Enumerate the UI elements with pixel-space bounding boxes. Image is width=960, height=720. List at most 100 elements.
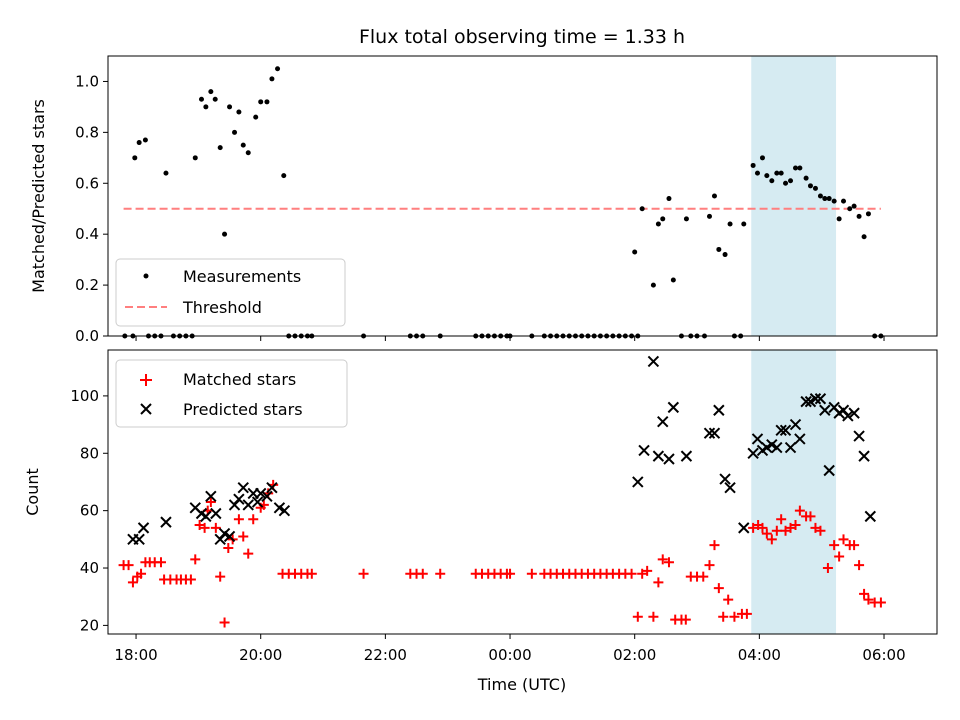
matched-star-point (626, 568, 637, 579)
predicted-star-point (703, 427, 716, 439)
legend-measurements-marker (143, 273, 149, 279)
matched-star-point (863, 594, 874, 605)
measurement-point (655, 221, 661, 227)
legend-measurements-label: Measurements (183, 267, 301, 286)
bottom-x-tick-label: 06:00 (862, 646, 905, 664)
measurement-point (836, 216, 842, 222)
measurement-point (841, 198, 847, 204)
predicted-star-point (794, 433, 806, 445)
measurement-point (759, 155, 765, 161)
matched-star-point (219, 617, 230, 628)
matched-star-point (680, 614, 691, 625)
top-legend-box (115, 258, 346, 327)
matched-star-point (771, 525, 782, 536)
predicted-star-point (789, 418, 802, 431)
predicted-star-point (809, 393, 822, 405)
measurement-point (192, 155, 198, 161)
matched-star-point (875, 597, 886, 608)
bottom-y-tick-label: 20 (80, 616, 99, 634)
matched-star-point (238, 531, 249, 542)
measurement-point (727, 221, 733, 227)
measurement-point (142, 137, 148, 143)
measurement-point (632, 249, 638, 255)
measurement-point (217, 145, 223, 151)
top-y-ticks: 0.0 0.2 0.4 0.6 0.8 1.0 (75, 72, 108, 345)
matched-star-point (185, 574, 196, 585)
predicted-star-point (747, 447, 759, 459)
measurement-point (793, 165, 799, 171)
bottom-y-tick-label: 80 (80, 444, 99, 462)
matched-stars-points (118, 479, 886, 628)
predicted-star-point (724, 481, 736, 494)
measurement-point (253, 114, 259, 120)
bottom-x-tick-label: 18:00 (114, 646, 157, 664)
matched-star-point (805, 511, 816, 522)
measurement-point (227, 104, 233, 110)
predicted-star-point (242, 499, 254, 511)
predicted-star-point (237, 481, 249, 494)
measurement-point (716, 246, 722, 252)
predicted-star-point (638, 444, 650, 457)
measurement-point (778, 170, 784, 176)
bottom-legend: Matched stars Predicted stars (115, 359, 348, 428)
measurement-point (203, 104, 209, 110)
predicted-star-point (233, 493, 245, 505)
matched-star-point (205, 497, 216, 508)
predicted-star-point (738, 522, 750, 534)
measurement-point (706, 213, 712, 219)
bottom-x-ticks: 18:00 20:00 22:00 00:00 02:00 04:00 06:00 (114, 634, 906, 664)
measurement-point (754, 170, 760, 176)
measurement-point (198, 96, 204, 102)
legend-matched-marker (140, 374, 152, 386)
measurement-point (208, 89, 214, 95)
matched-star-point (358, 568, 369, 579)
top-y-tick-label: 0.6 (75, 174, 99, 192)
predicted-star-point (719, 473, 731, 485)
matched-star-point (761, 528, 772, 539)
matched-star-point (223, 542, 234, 553)
measurement-point (817, 193, 823, 199)
top-y-tick-label: 0.4 (75, 225, 99, 243)
predicted-star-point (160, 516, 172, 528)
measurement-point (764, 173, 770, 179)
predicted-star-point (713, 404, 725, 416)
matched-star-point (526, 568, 537, 579)
measurement-point (822, 196, 828, 202)
measurement-point (240, 142, 246, 148)
matched-star-point (729, 611, 740, 622)
predicted-star-point (819, 404, 831, 416)
predicted-star-point (278, 504, 291, 517)
predicted-star-point (133, 533, 145, 546)
bottom-y-tick-label: 60 (80, 502, 99, 520)
legend-predicted-label: Predicted stars (183, 400, 303, 419)
bottom-y-tick-label: 40 (80, 559, 99, 577)
predicted-stars-points (127, 355, 877, 546)
matched-star-point (136, 568, 147, 579)
predicted-star-point (266, 481, 278, 494)
measurement-point (803, 175, 809, 181)
matched-star-point (505, 568, 516, 579)
measurement-point (683, 216, 689, 222)
bottom-legend-box (115, 359, 348, 428)
top-y-tick-label: 1.0 (75, 72, 99, 90)
bottom-x-tick-label: 02:00 (613, 646, 656, 664)
measurement-point (861, 234, 867, 240)
bottom-x-tick-label: 04:00 (738, 646, 781, 664)
measurement-point (847, 206, 853, 212)
top-legend: Measurements Threshold (115, 258, 346, 327)
matched-star-point (829, 540, 840, 551)
matched-star-point (859, 588, 870, 599)
matched-star-point (698, 571, 709, 582)
predicted-star-point (771, 441, 783, 454)
matched-star-point (663, 557, 674, 568)
measurement-point (670, 277, 676, 283)
measurement-point (774, 170, 780, 176)
measurement-point (856, 213, 862, 219)
predicted-star-point (775, 424, 787, 437)
measurement-point (269, 76, 275, 82)
matched-star-point (642, 565, 653, 576)
matched-star-point (632, 611, 643, 622)
matched-star-point (815, 525, 826, 536)
matched-star-point (794, 505, 805, 516)
measurement-point (812, 185, 818, 191)
